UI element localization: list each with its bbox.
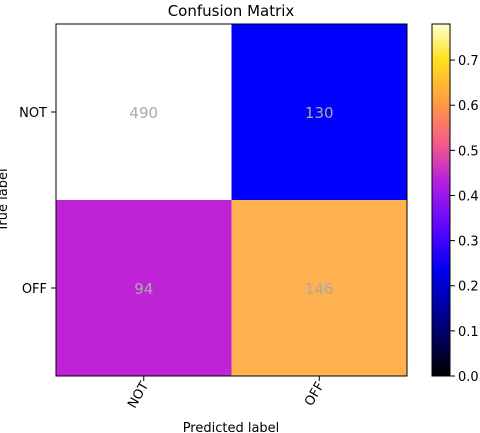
colorbar-ticks: 0.0 0.1 0.2 0.3 0.4 0.5 0.6 0.7 (450, 54, 479, 385)
cell-value-label: 490 (129, 104, 158, 122)
matrix-frame (55, 23, 408, 377)
x-tick-label: NOT (125, 379, 152, 411)
matrix-cells: 490 130 94 146 (56, 24, 407, 376)
colorbar-tick-label: 0.1 (458, 325, 479, 340)
colorbar-tick-label: 0.2 (458, 280, 479, 295)
cell-value-label: 146 (305, 280, 334, 298)
colorbar-tick-label: 0.6 (458, 99, 479, 114)
chart-title: Confusion Matrix (168, 2, 295, 20)
colorbar-tick-label: 0.7 (458, 54, 479, 69)
colorbar-tick-label: 0.4 (458, 189, 479, 204)
x-axis-label: Predicted label (183, 421, 280, 433)
y-tick-label: OFF (22, 282, 47, 297)
matrix-cell (231, 200, 407, 376)
y-tick-label: NOT (19, 106, 47, 121)
cell-value-label: 94 (134, 280, 153, 298)
colorbar-tick-label: 0.3 (458, 235, 479, 250)
matrix-cell (56, 200, 232, 376)
cell-value-label: 130 (305, 104, 334, 122)
colorbar (431, 23, 451, 377)
matrix-cell (231, 24, 407, 200)
x-tick-label: OFF (302, 380, 328, 409)
colorbar-tick-label: 0.0 (458, 370, 479, 385)
colorbar-tick-label: 0.5 (458, 144, 479, 159)
matrix-cell (56, 24, 232, 200)
y-axis-label: True label (0, 168, 11, 232)
